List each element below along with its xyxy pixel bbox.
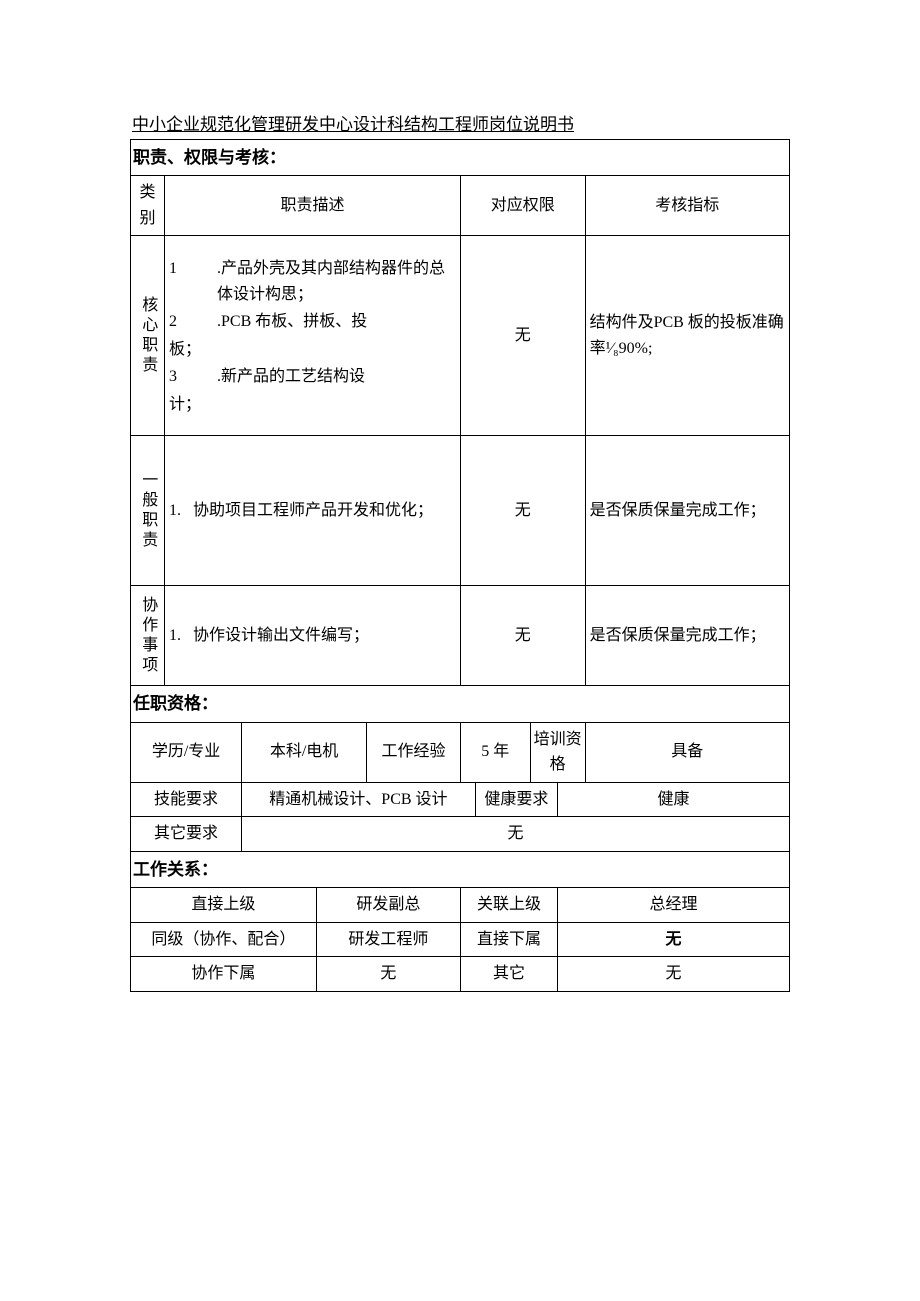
rel-label: 直接上级 [131,888,317,923]
table-row: 协作下属 无 其它 无 [131,957,790,992]
table-row: 同级（协作、配合） 研发工程师 直接下属 无 [131,922,790,957]
qual-value: 精通机械设计、PCB 设计 [242,782,476,817]
rel-label: 关联上级 [460,888,557,923]
row-category: 一般职责 [131,436,165,586]
table-row: 直接上级 研发副总 关联上级 总经理 [131,888,790,923]
row-category: 协作事项 [131,586,165,686]
qual-label: 其它要求 [131,817,242,852]
qual-value: 本科/电机 [242,722,367,782]
list-num: 3 [169,364,189,390]
qual-value: 无 [242,817,790,852]
list-text: 计； [169,392,456,418]
row-kpi: 是否保质保量完成工作； [585,586,789,686]
row-authority: 无 [460,586,585,686]
table-row: 一般职责 1. 协助项目工程师产品开发和优化； 无 是否保质保量完成工作； [131,436,790,586]
rel-label: 协作下属 [131,957,317,992]
row-kpi: 是否保质保量完成工作； [585,436,789,586]
row-category: 核心职责 [131,236,165,436]
list-text: .产品外壳及其内部结构器件的总体设计构思； [189,256,456,307]
row-description: 1. 协作设计输出文件编写； [165,586,461,686]
rel-value: 总经理 [558,888,790,923]
qual-label: 学历/专业 [131,722,242,782]
table-row: 学历/专业 本科/电机 工作经验 5 年 培训资格 具备 [131,722,790,782]
qual-value: 健康 [558,782,790,817]
rel-label: 其它 [460,957,557,992]
rel-label: 同级（协作、配合） [131,922,317,957]
row-description: 1 .产品外壳及其内部结构器件的总体设计构思； 2 .PCB 布板、拼板、投 板… [165,236,461,436]
list-text: 板； [169,337,456,363]
rel-value: 研发工程师 [316,922,460,957]
rel-value: 研发副总 [316,888,460,923]
qual-label: 工作经验 [367,722,461,782]
section1-header: 职责、权限与考核： [131,140,790,176]
rel-value: 无 [316,957,460,992]
list-num: 1. [169,623,189,649]
table-row: 其它要求 无 [131,817,790,852]
list-text: 协作设计输出文件编写； [189,623,456,649]
col-authority: 对应权限 [460,176,585,236]
rel-value: 无 [558,957,790,992]
list-num: 1 [169,256,189,282]
table-row: 协作事项 1. 协作设计输出文件编写； 无 是否保质保量完成工作； [131,586,790,686]
qual-value: 具备 [585,722,789,782]
section2-header: 任职资格： [131,686,790,722]
qual-label: 健康要求 [475,782,557,817]
list-text: .新产品的工艺结构设 [189,364,456,390]
document-title: 中小企业规范化管理研发中心设计科结构工程师岗位说明书 [130,110,790,135]
rel-label: 直接下属 [460,922,557,957]
qual-label: 培训资格 [530,722,585,782]
col-kpi: 考核指标 [585,176,789,236]
table-row: 技能要求 精通机械设计、PCB 设计 健康要求 健康 [131,782,790,817]
row-authority: 无 [460,436,585,586]
qual-label: 技能要求 [131,782,242,817]
list-text: .PCB 布板、拼板、投 [189,309,456,335]
table-row: 类别 职责描述 对应权限 考核指标 [131,176,790,236]
row-kpi: 结构件及PCB 板的投板准确率¹⁄₈90%; [585,236,789,436]
col-category: 类别 [131,176,165,236]
section3-header: 工作关系： [131,851,790,887]
list-num: 1. [169,498,189,524]
table-row: 核心职责 1 .产品外壳及其内部结构器件的总体设计构思； 2 .PCB 布板、拼… [131,236,790,436]
col-description: 职责描述 [165,176,461,236]
main-table: 职责、权限与考核： 类别 职责描述 对应权限 考核指标 核心职责 1 .产品外壳… [130,139,790,992]
list-text: 协助项目工程师产品开发和优化； [189,498,456,524]
list-num: 2 [169,309,189,335]
row-authority: 无 [460,236,585,436]
row-description: 1. 协助项目工程师产品开发和优化； [165,436,461,586]
qual-value: 5 年 [460,722,530,782]
rel-value: 无 [558,922,790,957]
